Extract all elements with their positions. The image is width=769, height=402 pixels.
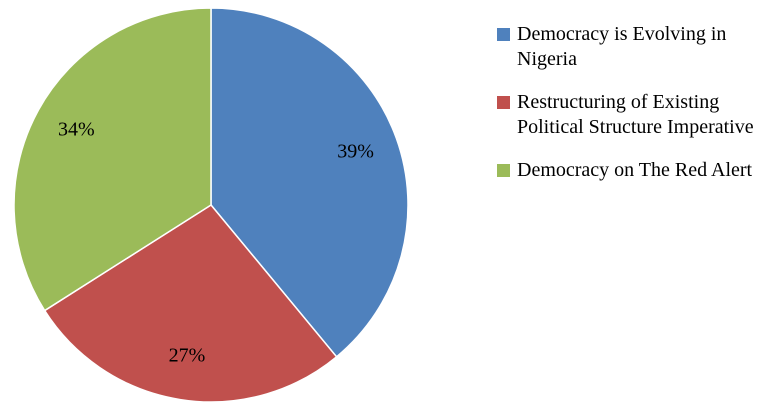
- legend-item: Democracy on The Red Alert: [497, 158, 767, 183]
- legend-item: Restructuring of Existing Political Stru…: [497, 90, 767, 140]
- pie-slice: [210, 7, 409, 358]
- pie-slice: [13, 7, 212, 312]
- legend-swatch: [497, 164, 510, 177]
- legend-item: Democracy is Evolving in Nigeria: [497, 22, 767, 72]
- data-label: 39%: [337, 141, 374, 163]
- legend-label: Democracy on The Red Alert: [517, 159, 753, 181]
- legend: Democracy is Evolving in Nigeria Restruct…: [497, 22, 767, 201]
- pie-slice: [43, 204, 338, 402]
- legend-label: Restructuring of Existing Political Stru…: [517, 91, 754, 138]
- legend-label: Democracy is Evolving in Nigeria: [517, 23, 727, 70]
- legend-swatch: [497, 28, 510, 41]
- data-label: 27%: [169, 344, 206, 366]
- data-label: 34%: [58, 119, 95, 141]
- legend-swatch: [497, 96, 510, 109]
